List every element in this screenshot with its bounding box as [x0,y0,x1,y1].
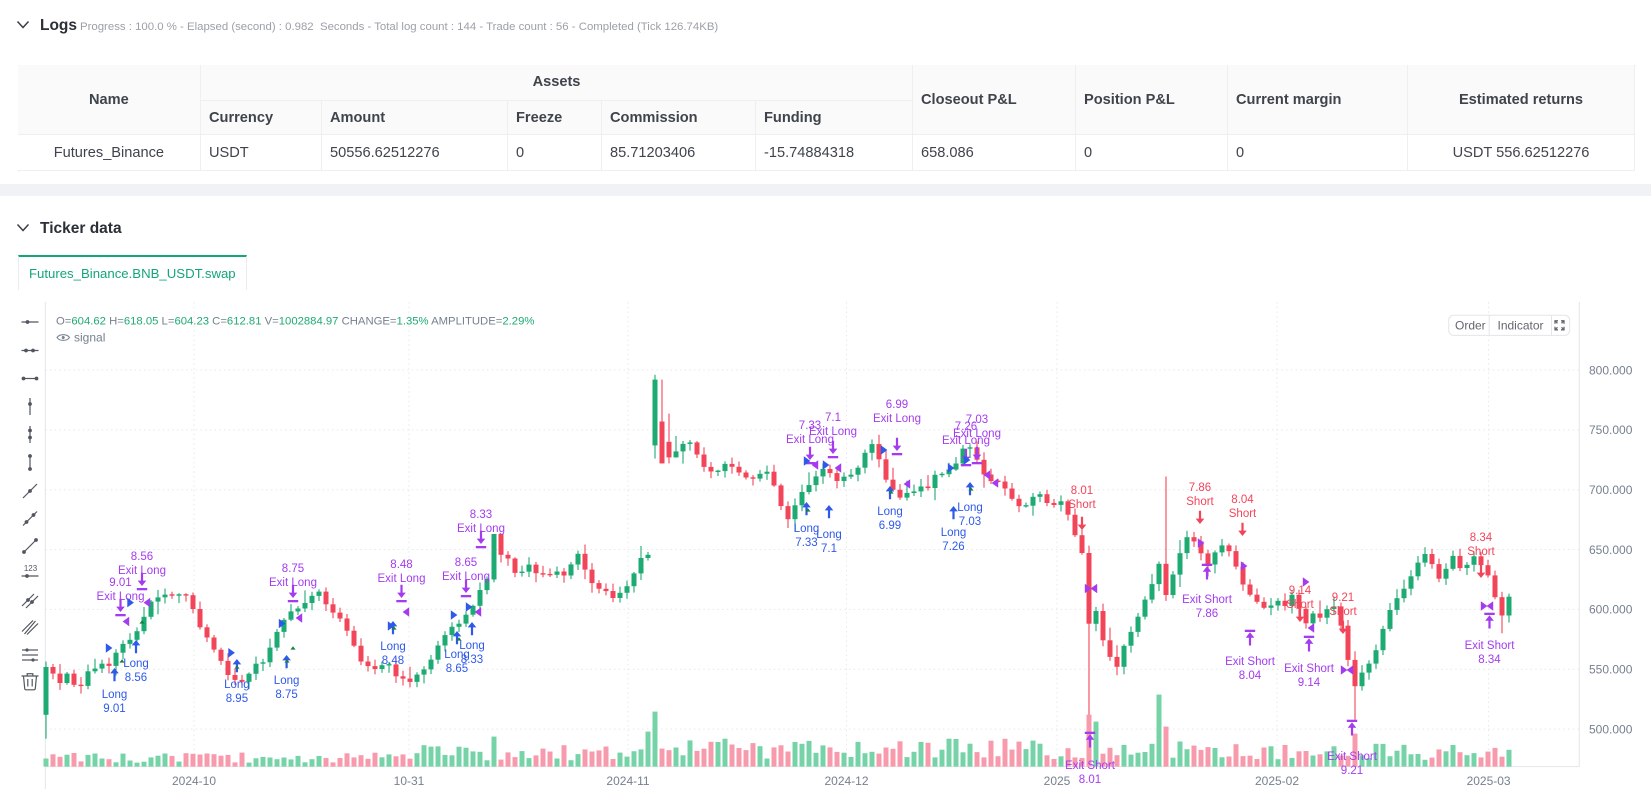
svg-text:8.34: 8.34 [1470,532,1493,544]
svg-text:Exit Long: Exit Long [442,571,490,583]
svg-text:8.04: 8.04 [1231,494,1254,506]
svg-text:Short: Short [1068,499,1096,511]
svg-text:2024-11: 2024-11 [606,774,649,788]
svg-text:9.14: 9.14 [1289,585,1312,597]
svg-text:2024-12: 2024-12 [824,774,868,788]
svg-text:Exit Short: Exit Short [1225,656,1276,668]
svg-text:7.1: 7.1 [825,412,841,424]
svg-text:10-31: 10-31 [394,774,425,788]
svg-text:8.34: 8.34 [1478,654,1501,666]
svg-text:6.99: 6.99 [886,399,908,411]
svg-text:Exit Short: Exit Short [1327,751,1378,763]
svg-text:8.65: 8.65 [455,557,477,569]
svg-text:123: 123 [24,564,38,573]
svg-text:Long: Long [123,658,149,670]
svg-text:Exit Long: Exit Long [97,591,145,603]
svg-text:Exit Short: Exit Short [1465,640,1516,652]
svg-text:Long: Long [877,506,903,518]
svg-text:Exit Short: Exit Short [1065,760,1116,772]
svg-text:Long: Long [224,679,250,691]
svg-text:Long: Long [102,689,128,701]
svg-text:Exit Short: Exit Short [1182,594,1233,606]
svg-text:550.000: 550.000 [1589,663,1633,677]
svg-text:9.21: 9.21 [1341,765,1363,777]
svg-text:700.000: 700.000 [1589,483,1633,497]
svg-text:6.99: 6.99 [879,520,901,532]
svg-text:9.14: 9.14 [1298,677,1321,689]
svg-text:7.86: 7.86 [1196,608,1218,620]
svg-text:9.21: 9.21 [1332,592,1354,604]
svg-text:9.01: 9.01 [103,703,125,715]
svg-text:8.48: 8.48 [382,655,404,667]
svg-text:750.000: 750.000 [1589,423,1633,437]
svg-text:Long: Long [957,502,983,514]
svg-text:7.1: 7.1 [821,543,837,555]
svg-text:Exit Long: Exit Long [873,413,921,425]
svg-text:600.000: 600.000 [1589,603,1633,617]
svg-text:8.56: 8.56 [131,551,153,563]
svg-text:Long: Long [459,640,485,652]
svg-text:7.86: 7.86 [1189,482,1211,494]
svg-text:7.33: 7.33 [799,420,821,432]
svg-text:Exit Long: Exit Long [809,426,857,438]
svg-text:Exit Long: Exit Long [942,435,990,447]
svg-text:7.03: 7.03 [966,414,988,426]
svg-text:8.65: 8.65 [446,663,468,675]
svg-text:Short: Short [1286,599,1314,611]
svg-text:Exit Long: Exit Long [786,434,834,446]
svg-text:7.33: 7.33 [795,537,817,549]
svg-text:Exit Short: Exit Short [1284,663,1335,675]
svg-text:650.000: 650.000 [1589,543,1633,557]
svg-text:8.75: 8.75 [282,563,304,575]
svg-text:9.01: 9.01 [109,577,131,589]
svg-text:Long: Long [941,527,967,539]
svg-text:800.000: 800.000 [1589,363,1633,377]
svg-text:Indicator: Indicator [1498,319,1544,333]
svg-text:O=604.62 H=618.05 L=604.23 C=6: O=604.62 H=618.05 L=604.23 C=612.81 V=10… [56,316,534,328]
svg-text:Short: Short [1467,546,1495,558]
svg-text:Exit Long: Exit Long [118,565,166,577]
svg-text:Long: Long [816,529,842,541]
svg-text:7.03: 7.03 [959,516,981,528]
svg-text:Exit Long: Exit Long [378,573,426,585]
svg-text:Long: Long [794,523,820,535]
svg-text:2025-03: 2025-03 [1467,774,1511,788]
svg-text:signal: signal [74,331,105,345]
svg-text:Short: Short [1186,496,1214,508]
svg-text:8.04: 8.04 [1239,670,1262,682]
svg-text:7.26: 7.26 [955,421,977,433]
svg-text:8.01: 8.01 [1079,774,1101,786]
svg-text:2025-02: 2025-02 [1255,774,1299,788]
svg-text:8.33: 8.33 [461,654,483,666]
svg-text:Long: Long [274,675,300,687]
svg-text:8.75: 8.75 [275,689,297,701]
svg-text:Short: Short [1329,606,1357,618]
svg-text:8.56: 8.56 [125,672,147,684]
svg-text:7.26: 7.26 [942,541,964,553]
svg-text:2024-10: 2024-10 [172,774,216,788]
svg-text:8.33: 8.33 [470,509,492,521]
svg-text:Exit Long: Exit Long [457,523,505,535]
svg-text:Exit Long: Exit Long [269,577,317,589]
svg-text:8.01: 8.01 [1071,485,1093,497]
svg-text:Long: Long [380,641,406,653]
svg-text:500.000: 500.000 [1589,722,1633,736]
svg-text:Exit Long: Exit Long [953,428,1001,440]
svg-text:8.95: 8.95 [226,693,248,705]
svg-text:Long: Long [444,649,470,661]
svg-text:8.48: 8.48 [390,559,412,571]
svg-text:Order: Order [1455,319,1486,333]
svg-text:Short: Short [1229,508,1257,520]
svg-text:2025: 2025 [1044,774,1071,788]
